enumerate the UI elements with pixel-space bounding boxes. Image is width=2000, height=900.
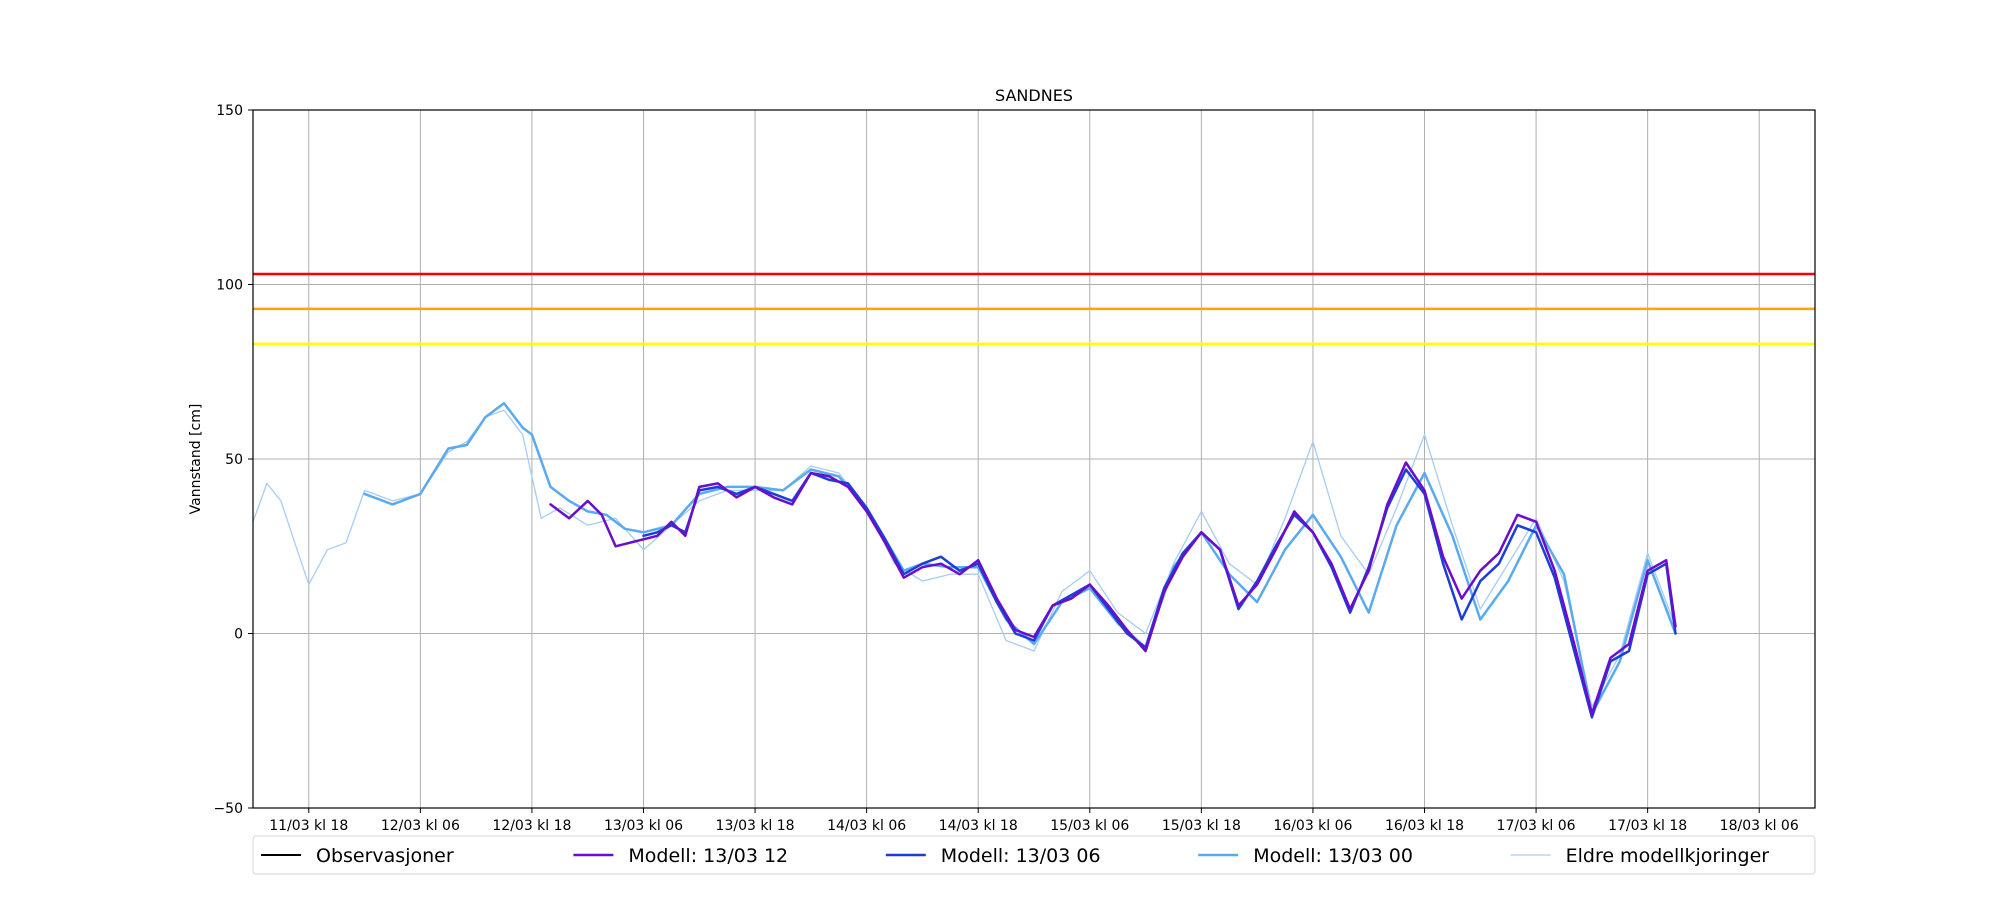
legend-box — [252, 835, 1816, 875]
x-tick-label: 12/03 kl 06 — [381, 818, 460, 834]
x-tick-label: 14/03 kl 06 — [827, 818, 906, 834]
x-tick-label: 12/03 kl 18 — [492, 818, 571, 834]
x-tick-label: 15/03 kl 18 — [1162, 818, 1241, 834]
y-tick-label: 0 — [234, 627, 243, 643]
threshold-lines — [253, 272, 1815, 346]
x-tick-label: 16/03 kl 06 — [1273, 818, 1352, 834]
x-tick-label: 17/03 kl 18 — [1608, 818, 1687, 834]
legend-label: Modell: 13/03 00 — [1253, 845, 1413, 867]
legend-label: Modell: 13/03 06 — [941, 845, 1101, 867]
x-tick-label: 18/03 kl 06 — [1720, 818, 1799, 834]
legend: Observasjoner Modell: 13/03 12 Modell: 13/… — [252, 835, 1816, 875]
series-line-modell-13-03-12 — [549, 461, 1677, 716]
x-tick-label: 14/03 kl 18 — [939, 818, 1018, 834]
series-line-modell-13-03-00 — [363, 401, 1677, 716]
x-tick-label: 17/03 kl 06 — [1497, 818, 1576, 834]
x-tick-label: 16/03 kl 18 — [1385, 818, 1464, 834]
y-axis-label: Vannstand [cm] — [188, 404, 204, 515]
x-tick-label: 13/03 kl 18 — [716, 818, 795, 834]
legend-label: Eldre modellkjoringer — [1566, 845, 1770, 867]
legend-label: Observasjoner — [316, 845, 454, 867]
y-tick-label: 50 — [225, 452, 243, 468]
y-tick-label: −50 — [213, 801, 243, 817]
series-lines — [252, 401, 1677, 719]
x-tick-label: 15/03 kl 06 — [1050, 818, 1129, 834]
x-tick-label: 13/03 kl 06 — [604, 818, 683, 834]
y-tick-label: 100 — [216, 278, 243, 294]
chart-title: SANDNES — [995, 86, 1073, 105]
legend-label: Modell: 13/03 12 — [628, 845, 788, 867]
axis-ticks: 11/03 kl 18 12/03 kl 06 12/03 kl 18 13/03 k… — [213, 103, 1798, 834]
x-tick-label: 11/03 kl 18 — [269, 818, 348, 834]
y-tick-label: 150 — [216, 103, 243, 119]
